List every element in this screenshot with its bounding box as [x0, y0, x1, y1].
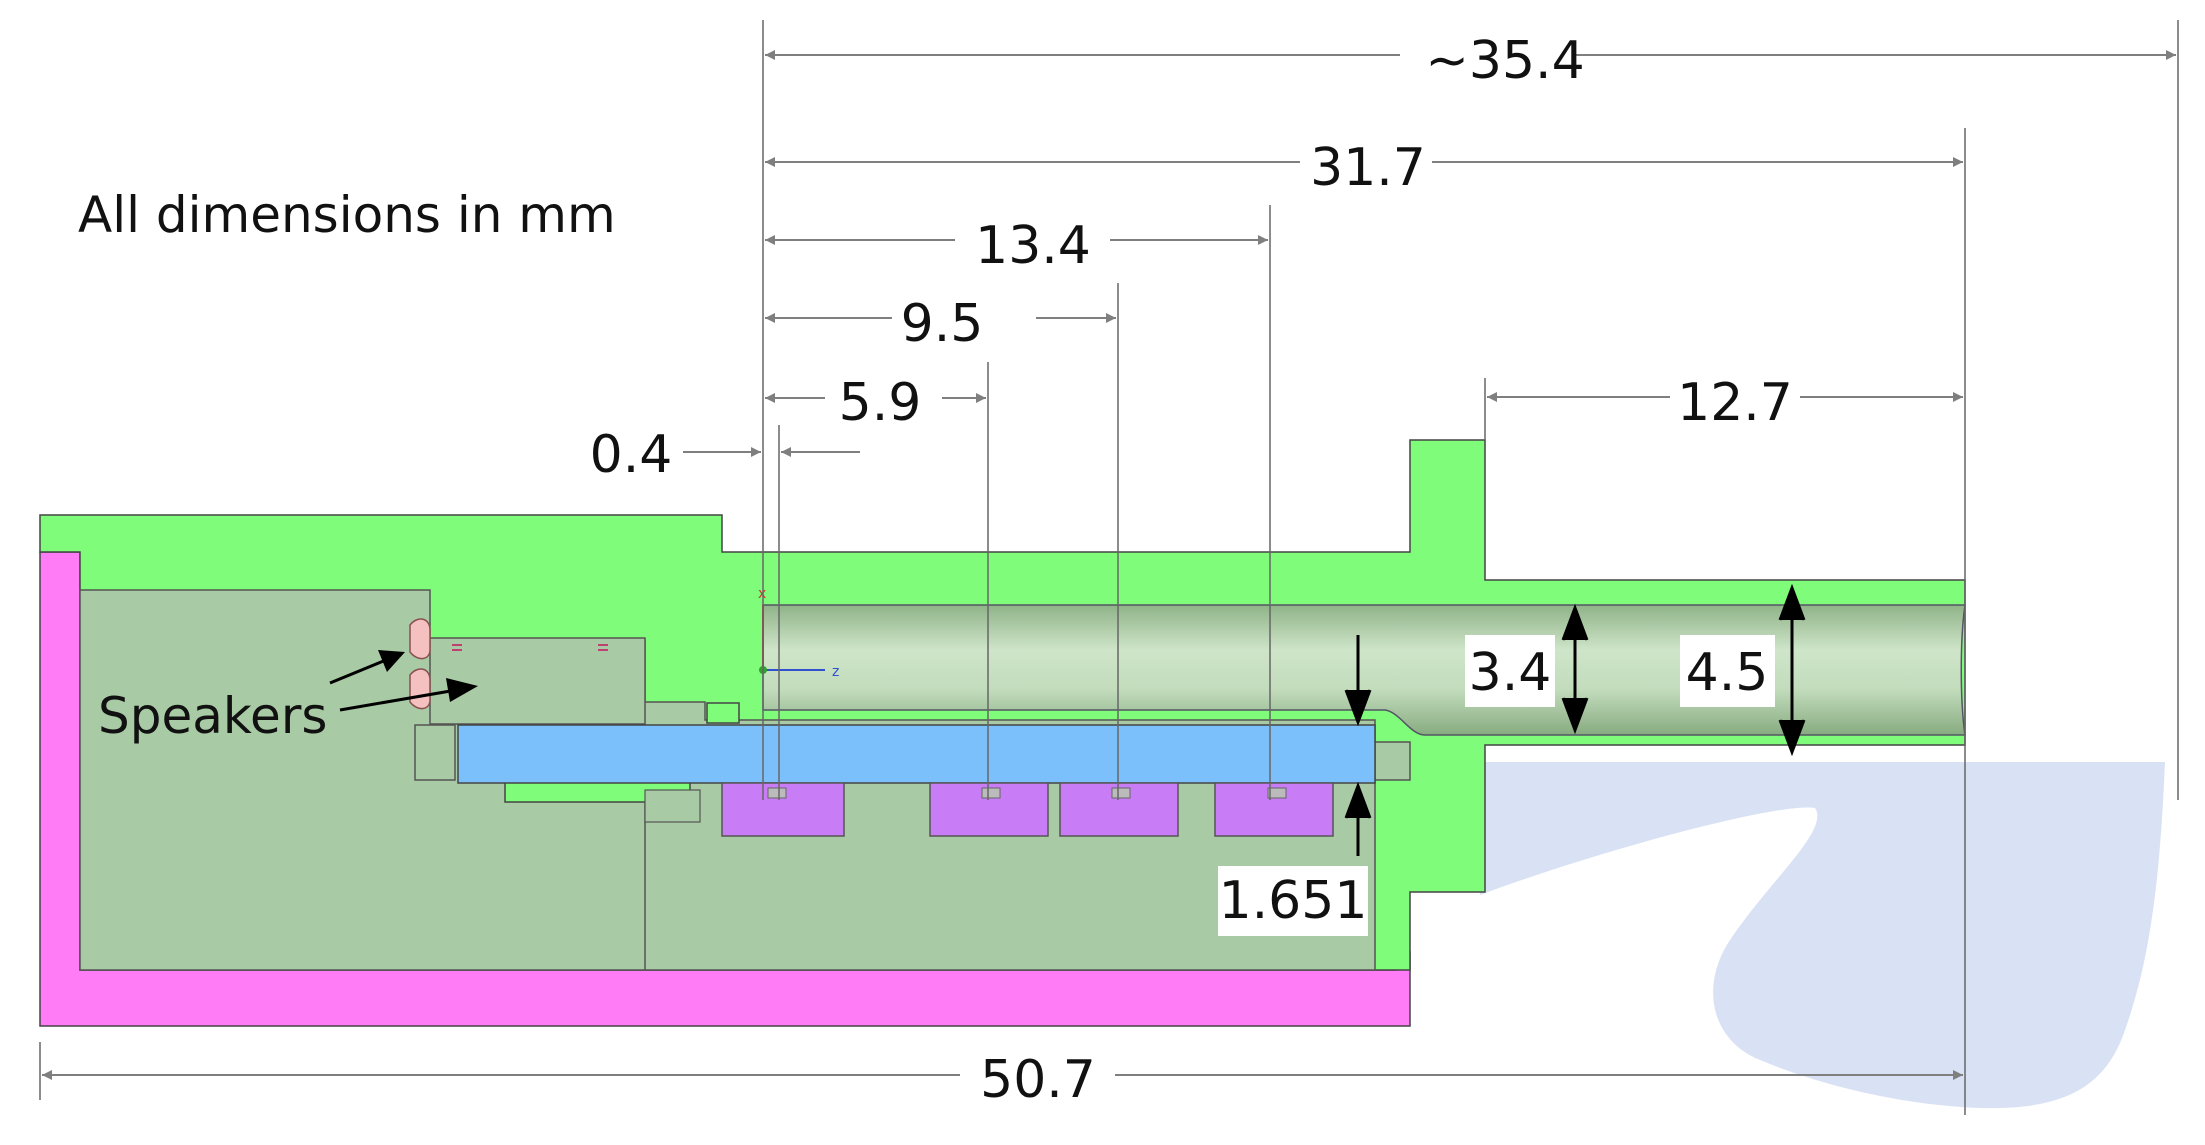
dim-5-9: 5.9	[839, 373, 922, 433]
connector	[414, 724, 456, 781]
speaker-housing	[429, 637, 646, 725]
dim-3-4: 3.4	[1469, 643, 1552, 703]
dim-12-7: 12.7	[1677, 373, 1793, 433]
dim-1-651: 1.651	[1219, 871, 1368, 931]
dim-0-4: 0.4	[590, 425, 673, 485]
dim-bore-length: 31.7	[1310, 138, 1426, 198]
circuit-board	[457, 724, 1376, 784]
board-standoff	[1374, 741, 1411, 781]
vertical-dimensions	[1344, 583, 1806, 856]
lower-bracket	[644, 789, 701, 823]
dimension-lines	[42, 50, 2176, 1080]
board-clip	[706, 702, 740, 724]
extension-lines	[39, 20, 2179, 1115]
dim-9-5: 9.5	[901, 294, 984, 354]
dim-overall-length: ~35.4	[1425, 31, 1584, 91]
speakers	[409, 618, 431, 710]
speaker-pointers	[329, 650, 478, 712]
axis-z-label: z	[832, 664, 839, 680]
dim-4-5: 4.5	[1686, 643, 1769, 703]
speakers-label: Speakers	[98, 687, 327, 745]
axis-x-label: x	[758, 586, 766, 602]
units-note: All dimensions in mm	[78, 186, 616, 244]
dim-13-4: 13.4	[975, 216, 1091, 276]
dim-total-width: 50.7	[980, 1050, 1096, 1110]
ear-canal-shape	[1480, 762, 2165, 1109]
